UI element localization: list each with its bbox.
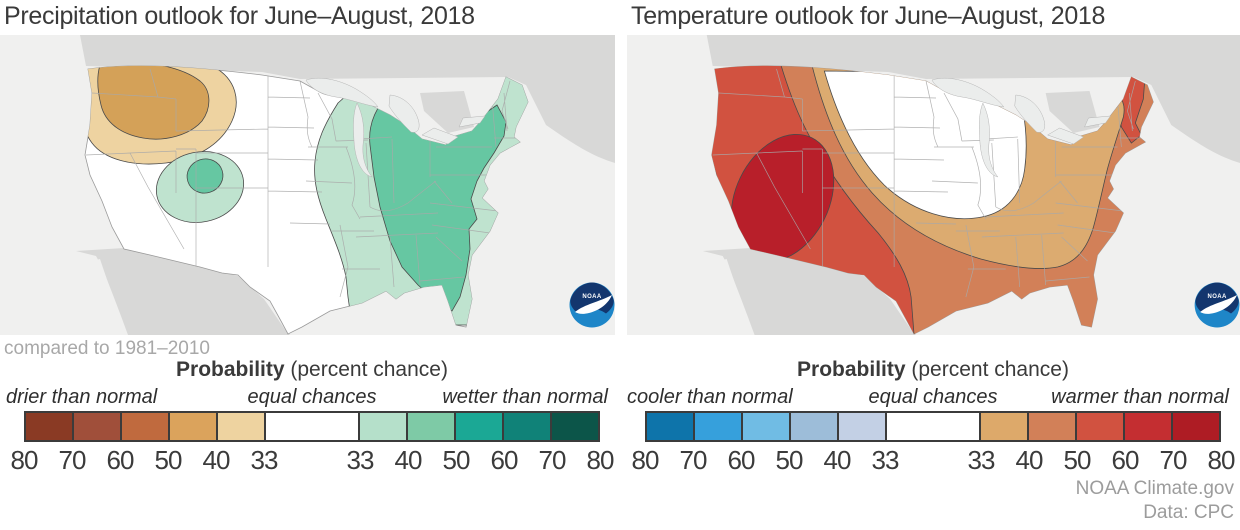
colorbar-tick: 40 [823,445,852,475]
legend-label-wetter: wetter than normal [442,386,608,408]
noaa-logo-text: NOAA [582,294,602,300]
colorbar-cell [456,413,504,440]
temperature-panel: Temperature outlook for June–August, 201… [627,0,1240,530]
colorbar-cell [887,413,981,440]
legend-label-equal: equal chances [247,386,377,408]
colorbar-cell [791,413,839,440]
colorbar-tick: 70 [58,445,87,475]
colorbar-tick: 60 [106,445,135,475]
great-lakes [931,77,1111,178]
legend-title: Probability (percent chance) [645,358,1221,384]
colorbar-cell [552,413,598,440]
colorbar-tick: 80 [631,445,660,475]
region-drier-40-50 [97,65,210,140]
colorbar-cell [170,413,218,440]
colorbar-tick: 80 [1207,445,1236,475]
colorbar-cell [1077,413,1125,440]
precipitation-title: Precipitation outlook for June–August, 2… [4,2,475,30]
colorbar-tick: 70 [679,445,708,475]
colorbar-tick: 80 [586,445,615,475]
state-boundaries [712,68,1144,298]
noaa-logo: NOAA [1194,282,1240,328]
colorbar-cell [647,413,695,440]
precipitation-colorbar [24,411,600,442]
colorbar-tick: 50 [1063,445,1092,475]
temperature-colorbar [645,411,1221,442]
colorbar-cell [1125,413,1173,440]
temperature-legend: Probability (percent chance) cooler than… [627,358,1236,475]
colorbar-tick: 40 [1015,445,1044,475]
legend-label-equal: equal chances [868,386,998,408]
colorbar-tick: 33 [346,445,375,475]
neighboring-land [76,35,615,335]
colorbar-cell [981,413,1029,440]
region-equal-chances [823,70,1027,220]
colorbar-tick: 60 [1111,445,1140,475]
colorbar-cell [266,413,360,440]
colorbar-tick: 80 [10,445,39,475]
colorbar-cell [218,413,266,440]
noaa-logo: NOAA [569,282,615,328]
colorbar-cell [743,413,791,440]
colorbar-cell [839,413,887,440]
colorbar-tick: 33 [250,445,279,475]
colorbar-tick: 60 [727,445,756,475]
colorbar-tick: 40 [202,445,231,475]
colorbar-cell [122,413,170,440]
source-credit: NOAA Climate.gov Data: CPC [1076,477,1234,525]
baseline-note: compared to 1981–2010 [4,338,210,359]
colorbar-tick: 33 [871,445,900,475]
legend-title-bold: Probability [797,358,906,381]
temperature-map: NOAA [627,35,1240,335]
temperature-title: Temperature outlook for June–August, 201… [631,2,1106,30]
source-line-1: NOAA Climate.gov [1075,478,1234,499]
colorbar-cell [1173,413,1219,440]
colorbar-tick: 50 [775,445,804,475]
colorbar-tick: 70 [1159,445,1188,475]
colorbar-tick: 60 [490,445,519,475]
legend-categories: drier than normal equal chances wetter t… [6,384,608,411]
precipitation-map: NOAA [0,35,615,335]
colorbar-cell [408,413,456,440]
colorbar-cell [26,413,74,440]
colorbar-tick: 50 [154,445,183,475]
legend-label-warmer: warmer than normal [1051,386,1229,408]
legend-label-drier: drier than normal [6,386,158,408]
legend-title-rest: (percent chance) [284,358,448,381]
colorbar-cell [360,413,408,440]
colorbar-tick: 50 [442,445,471,475]
colorbar-cell [504,413,552,440]
precipitation-legend: Probability (percent chance) drier than … [6,358,615,475]
temperature-colorbar-ticks: 80 70 60 50 40 33 33 40 50 60 70 80 [632,445,1236,475]
colorbar-tick: 70 [538,445,567,475]
legend-label-cooler: cooler than normal [627,386,793,408]
precipitation-panel: Precipitation outlook for June–August, 2… [0,0,615,530]
colorbar-cell [695,413,743,440]
colorbar-cell [74,413,122,440]
state-boundaries [85,68,518,298]
legend-title-bold: Probability [176,358,285,381]
colorbar-tick: 40 [394,445,423,475]
source-line-2: Data: CPC [1143,502,1234,523]
legend-title-rest: (percent chance) [905,358,1069,381]
neighboring-land [702,35,1240,335]
great-lakes [305,77,486,178]
legend-title: Probability (percent chance) [24,358,600,384]
colorbar-tick: 33 [967,445,996,475]
legend-categories: cooler than normal equal chances warmer … [627,384,1229,411]
colorbar-cell [1029,413,1077,440]
precipitation-colorbar-ticks: 80 70 60 50 40 33 33 40 50 60 70 80 [11,445,615,475]
noaa-logo-text: NOAA [1207,294,1226,300]
